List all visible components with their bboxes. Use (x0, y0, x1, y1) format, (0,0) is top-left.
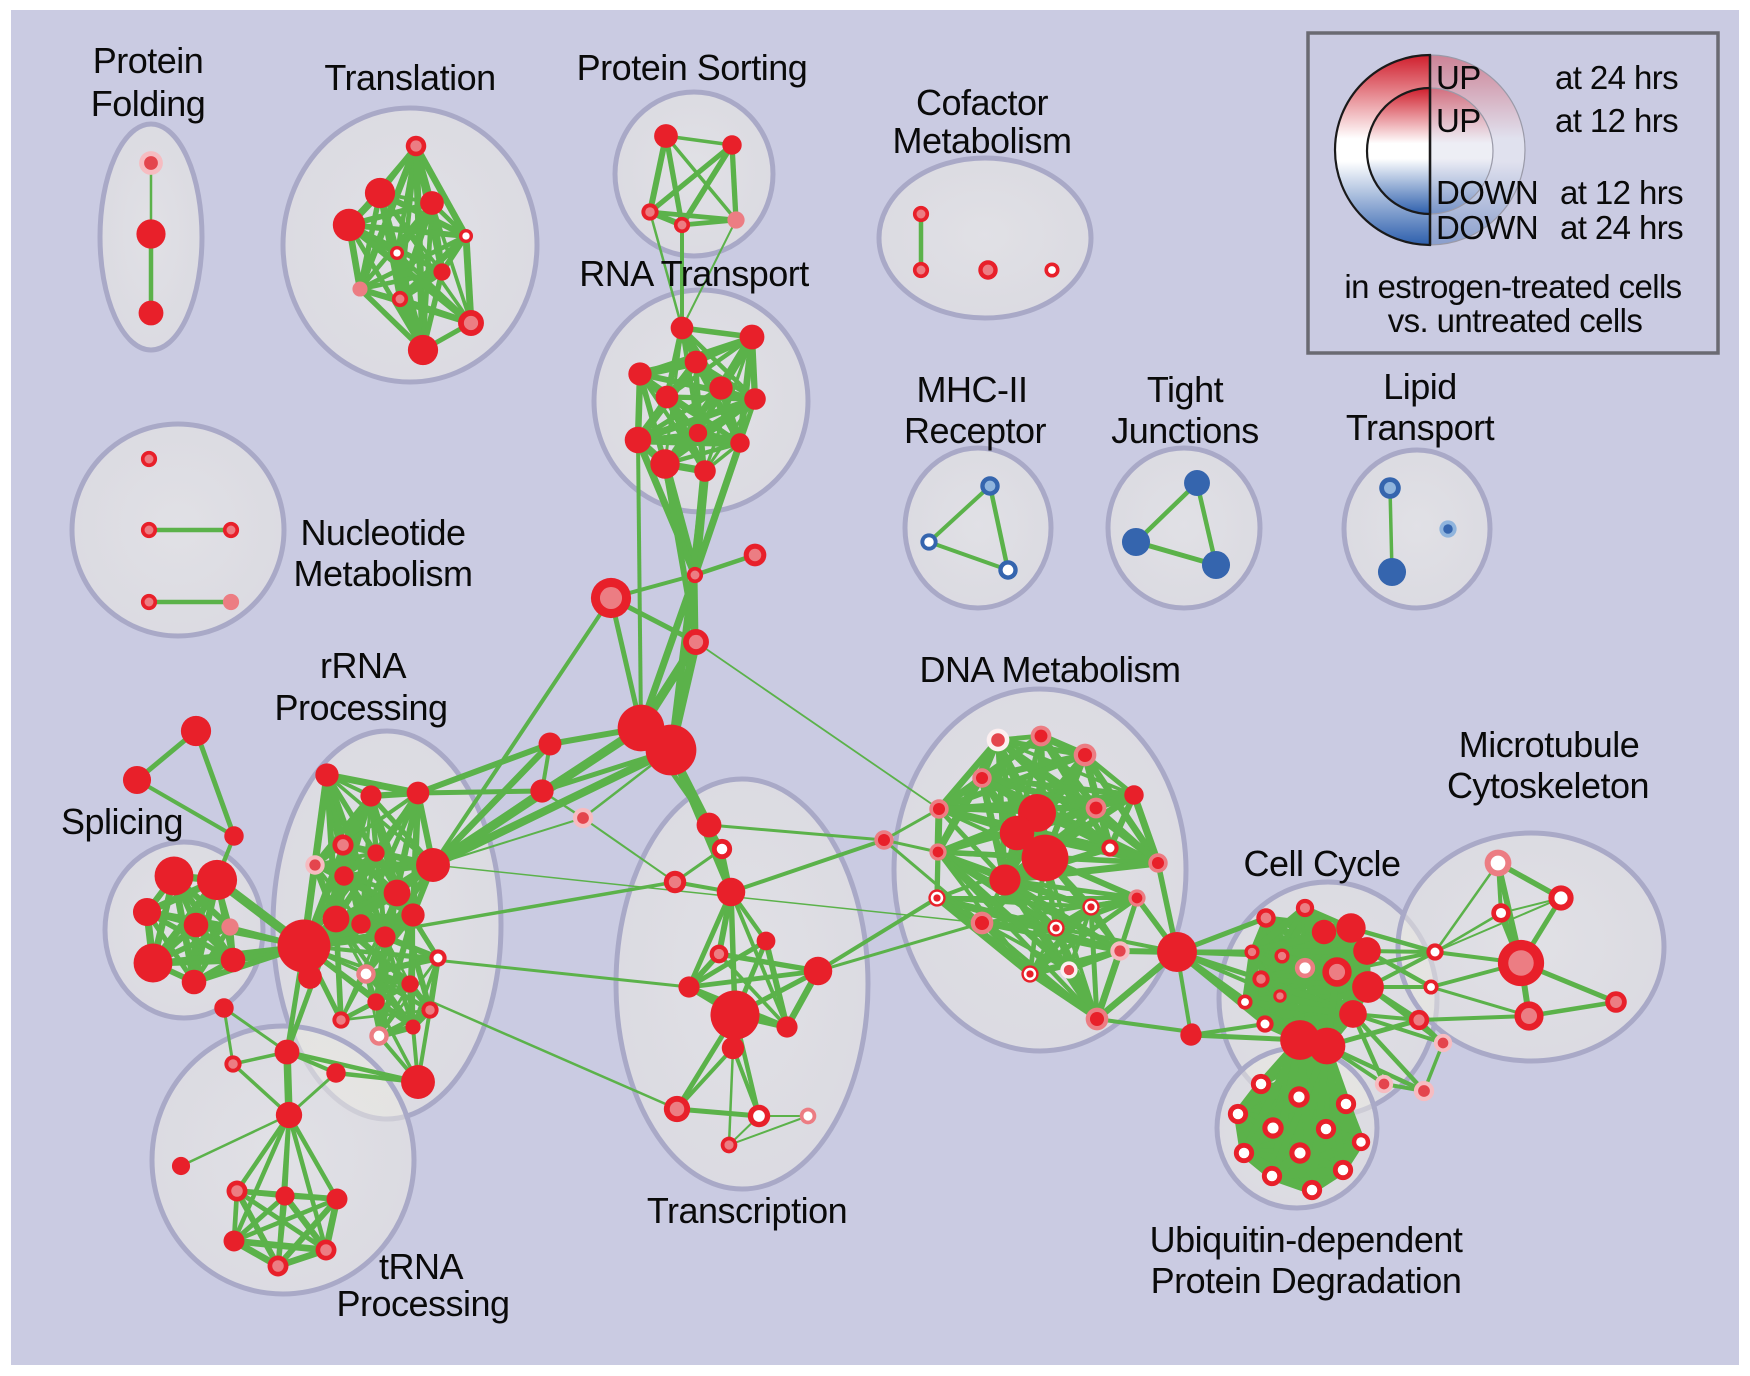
svg-text:Protein Sorting: Protein Sorting (577, 47, 808, 88)
svg-text:Cofactor: Cofactor (916, 82, 1049, 123)
svg-text:at 12 hrs: at 12 hrs (1560, 174, 1683, 211)
svg-text:Splicing: Splicing (61, 801, 183, 842)
svg-text:Transport: Transport (1346, 407, 1495, 448)
svg-text:at 24 hrs: at 24 hrs (1555, 59, 1678, 96)
svg-text:tRNA: tRNA (379, 1246, 463, 1287)
svg-text:Protein: Protein (93, 40, 204, 81)
svg-text:Transcription: Transcription (647, 1190, 847, 1231)
svg-text:Cytoskeleton: Cytoskeleton (1447, 765, 1649, 806)
svg-text:Folding: Folding (91, 83, 206, 124)
svg-text:Translation: Translation (324, 57, 495, 98)
svg-text:Ubiquitin-dependent: Ubiquitin-dependent (1150, 1219, 1463, 1260)
svg-text:Tight: Tight (1147, 369, 1224, 410)
svg-text:Metabolism: Metabolism (293, 553, 472, 594)
svg-text:Junctions: Junctions (1111, 410, 1259, 451)
svg-text:Lipid: Lipid (1383, 366, 1457, 407)
svg-text:Receptor: Receptor (904, 410, 1047, 451)
svg-text:MHC-II: MHC-II (917, 369, 1028, 410)
svg-text:UP: UP (1436, 102, 1481, 139)
svg-text:DOWN: DOWN (1436, 174, 1538, 211)
svg-text:vs. untreated cells: vs. untreated cells (1388, 302, 1643, 339)
svg-text:Protein Degradation: Protein Degradation (1151, 1260, 1462, 1301)
svg-text:rRNA: rRNA (320, 645, 406, 686)
svg-text:at 24 hrs: at 24 hrs (1560, 209, 1683, 246)
svg-text:DOWN: DOWN (1436, 209, 1538, 246)
svg-text:Nucleotide: Nucleotide (300, 512, 465, 553)
svg-text:UP: UP (1436, 59, 1481, 96)
svg-text:in estrogen-treated cells: in estrogen-treated cells (1344, 268, 1681, 305)
svg-text:Processing: Processing (336, 1283, 509, 1324)
svg-text:Metabolism: Metabolism (892, 120, 1071, 161)
svg-text:Processing: Processing (274, 687, 447, 728)
svg-text:Cell Cycle: Cell Cycle (1243, 843, 1400, 884)
svg-text:at 12 hrs: at 12 hrs (1555, 102, 1678, 139)
svg-text:RNA Transport: RNA Transport (579, 253, 809, 294)
svg-text:DNA Metabolism: DNA Metabolism (919, 649, 1180, 690)
svg-text:Microtubule: Microtubule (1459, 724, 1640, 765)
